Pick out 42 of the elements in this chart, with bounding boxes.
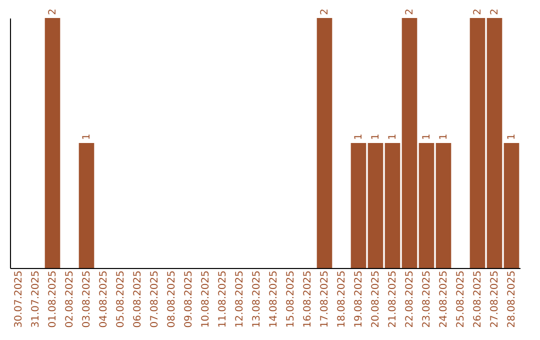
x-tick-label: 16.08.2025 xyxy=(302,270,314,328)
data-label: 2 xyxy=(320,8,330,15)
x-tick-label: 03.08.2025 xyxy=(82,270,92,328)
x-tick-label: 22.08.2025 xyxy=(404,270,416,328)
x-tick-label: 13.08.2025 xyxy=(252,270,262,328)
x-tick-label: 20.08.2025 xyxy=(370,270,382,328)
x-tick-label: 10.08.2025 xyxy=(200,270,212,328)
x-tick-label: 06.08.2025 xyxy=(132,270,144,328)
x-tick-label: 24.08.2025 xyxy=(438,270,450,328)
x-tick-label: 21.08.2025 xyxy=(388,270,398,328)
x-tick-label: 27.08.2025 xyxy=(490,270,500,328)
x-tick-label: 31.07.2025 xyxy=(30,270,42,328)
data-label: 1 xyxy=(370,134,382,140)
x-tick-label: 09.08.2025 xyxy=(184,270,194,328)
x-tick-label: 19.08.2025 xyxy=(354,270,364,328)
x-tick-label: 15.08.2025 xyxy=(286,270,296,328)
data-label: 2 xyxy=(472,8,484,15)
x-tick-label: 30.07.2025 xyxy=(14,270,24,328)
x-tick-label: 14.08.2025 xyxy=(268,270,280,328)
x-tick-label: 02.08.2025 xyxy=(64,270,76,328)
x-tick-label: 11.08.2025 xyxy=(218,270,228,328)
x-tick-label: 07.08.2025 xyxy=(150,270,160,328)
data-label: 1 xyxy=(82,134,92,140)
data-label: 1 xyxy=(388,134,398,140)
data-label: 1 xyxy=(354,134,364,140)
x-tick-label: 28.08.2025 xyxy=(506,270,518,328)
x-tick-label: 01.08.2025 xyxy=(48,270,58,328)
data-label: 2 xyxy=(404,8,416,15)
x-tick-label: 05.08.2025 xyxy=(116,270,126,328)
x-tick-label: 26.08.2025 xyxy=(472,270,484,328)
x-tick-label: 18.08.2025 xyxy=(336,270,348,328)
data-label: 2 xyxy=(490,8,500,15)
data-label: 1 xyxy=(438,134,450,140)
x-tick-label: 08.08.2025 xyxy=(166,270,178,328)
data-label: 1 xyxy=(506,134,518,140)
x-tick-label: 17.08.2025 xyxy=(320,270,330,328)
data-label: 2 xyxy=(48,8,58,15)
x-tick-label: 25.08.2025 xyxy=(456,270,466,328)
x-tick-label: 23.08.2025 xyxy=(422,270,432,328)
x-tick-label: 12.08.2025 xyxy=(234,270,246,328)
data-label: 1 xyxy=(422,134,432,140)
x-tick-label: 04.08.2025 xyxy=(98,270,110,328)
